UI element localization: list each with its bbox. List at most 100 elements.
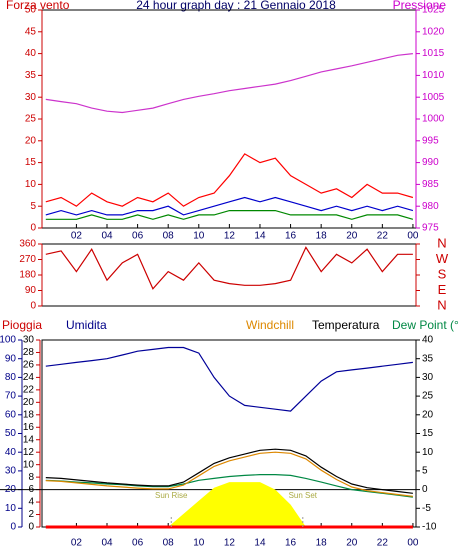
tick-label: 1015 [422, 48, 445, 59]
tick-label: 12 [23, 447, 35, 458]
tick-label: 100 [0, 335, 16, 346]
x-tick-label: 10 [193, 231, 205, 242]
tick-label: 40 [5, 447, 17, 458]
x-tick-label: 14 [254, 231, 266, 242]
tick-label: 0 [30, 223, 36, 234]
tick-label: W [436, 251, 449, 266]
x-tick-label: 12 [224, 538, 236, 549]
tick-label: 70 [5, 391, 17, 402]
tick-label: 50 [25, 5, 37, 16]
tick-label: 80 [5, 372, 17, 383]
tick-label: 60 [5, 409, 17, 420]
x-tick-label: 00 [407, 538, 419, 549]
tick-label: 14 [23, 434, 35, 445]
tick-label: 50 [5, 428, 17, 439]
pressure-label: Pressione [393, 0, 447, 12]
x-tick-label: 02 [71, 231, 83, 242]
tick-label: 35 [422, 353, 434, 364]
tick-label: 995 [422, 135, 439, 146]
tick-label: 180 [19, 270, 36, 281]
tick-label: 45 [25, 26, 37, 37]
tick-label: 1025 [422, 5, 445, 16]
tick-label: 90 [25, 285, 37, 296]
tick-label: 20 [25, 135, 37, 146]
x-tick-label: 10 [193, 538, 205, 549]
x-tick-label: 08 [163, 231, 175, 242]
tick-label: 0 [10, 522, 16, 533]
solar-area [45, 482, 413, 527]
tick-label: 16 [23, 422, 35, 433]
tick-label: 270 [19, 254, 36, 265]
tick-label: 30 [422, 372, 434, 383]
tick-label: 5 [30, 201, 36, 212]
series-line [45, 246, 413, 290]
tick-label: 10 [23, 459, 35, 470]
tick-label: 30 [5, 466, 17, 477]
tick-label: 980 [422, 201, 439, 212]
tick-label: 30 [25, 92, 37, 103]
dewpoint-label: Dew Point (°C [392, 318, 459, 332]
x-tick-label: 06 [132, 538, 144, 549]
tick-label: 1010 [422, 70, 445, 81]
tick-label: 10 [5, 503, 17, 514]
tick-label: 990 [422, 157, 439, 168]
tick-label: 8 [28, 472, 34, 483]
tick-label: 26 [23, 360, 35, 371]
windchill-label: Windchill [246, 318, 294, 332]
x-tick-label: 04 [101, 231, 113, 242]
x-tick-label: 22 [377, 231, 389, 242]
tick-label: 40 [422, 335, 434, 346]
series-line [45, 210, 414, 220]
tick-label: 20 [422, 409, 434, 420]
tick-label: 985 [422, 179, 439, 190]
tick-label: 1005 [422, 92, 445, 103]
tick-label: 0 [30, 301, 36, 312]
tick-label: 10 [422, 447, 434, 458]
humidity-label: Umidita [66, 318, 107, 332]
wind-label: Forza vento [6, 0, 70, 12]
x-tick-label: 20 [346, 231, 358, 242]
tick-label: -10 [422, 522, 437, 533]
tick-label: 40 [25, 48, 37, 59]
tick-label: N [437, 297, 446, 312]
x-tick-label: 16 [285, 538, 297, 549]
tick-label: 35 [25, 70, 37, 81]
tick-label: 15 [422, 428, 434, 439]
tick-label: 2 [28, 509, 34, 520]
tick-label: 25 [422, 391, 434, 402]
tick-label: E [438, 282, 447, 297]
x-tick-label: 02 [71, 538, 83, 549]
x-tick-label: 00 [407, 231, 419, 242]
series-line [45, 451, 413, 497]
series-line [45, 53, 413, 114]
tick-label: S [438, 266, 447, 281]
tick-label: 10 [25, 179, 37, 190]
tick-label: -5 [422, 503, 431, 514]
series-line [45, 346, 413, 412]
tick-label: 4 [28, 497, 34, 508]
annotation: Sun Set [289, 491, 318, 500]
series-line [45, 196, 414, 216]
tick-label: 20 [23, 397, 35, 408]
tick-label: 90 [5, 353, 17, 364]
chart-title: 24 hour graph day : 21 Gennaio 2018 [136, 0, 336, 12]
x-tick-label: 18 [316, 538, 328, 549]
tick-label: 1020 [422, 26, 445, 37]
series-line [45, 153, 414, 207]
rain-label: Pioggia [2, 318, 42, 332]
tick-label: 15 [25, 157, 37, 168]
tick-label: 25 [25, 114, 37, 125]
annotation: Sun Rise [155, 491, 188, 500]
series-line [45, 448, 413, 494]
x-tick-label: 22 [377, 538, 389, 549]
x-tick-label: 12 [224, 231, 236, 242]
x-tick-label: 04 [101, 538, 113, 549]
x-tick-label: 20 [346, 538, 358, 549]
tick-label: 975 [422, 223, 439, 234]
x-tick-label: 18 [316, 231, 328, 242]
tick-label: 1000 [422, 114, 445, 125]
tick-label: 0 [422, 484, 428, 495]
x-tick-label: 06 [132, 231, 144, 242]
